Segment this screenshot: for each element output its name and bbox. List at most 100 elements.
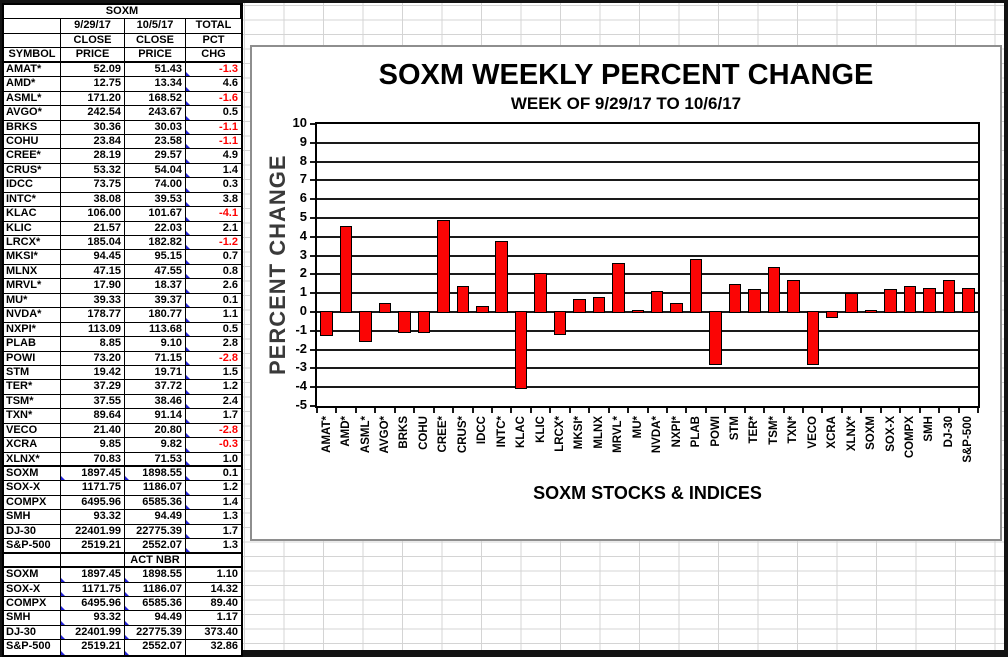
stock-row-cell[interactable]: 37.29 — [61, 380, 125, 395]
table-header-cell[interactable]: CLOSE — [125, 33, 186, 49]
stock-row-cell[interactable]: 106.00 — [61, 207, 125, 222]
stock-row-cell[interactable]: 19.42 — [61, 365, 125, 381]
stock-row-cell[interactable]: 70.83 — [61, 452, 125, 467]
stock-row-cell[interactable]: 0.8 — [186, 265, 241, 280]
stock-row-cell[interactable]: 0.7 — [186, 250, 241, 265]
index-row-cell[interactable]: 1898.55 — [125, 467, 186, 482]
act-row-cell[interactable]: DJ-30 — [4, 625, 61, 641]
stock-row-cell[interactable]: ASML* — [4, 91, 61, 107]
table-header-cell[interactable]: 10/5/17 — [125, 19, 186, 34]
index-row-cell[interactable]: 94.49 — [125, 510, 186, 525]
act-row-cell[interactable]: 1897.45 — [61, 568, 125, 583]
index-row-cell[interactable]: 1186.07 — [125, 481, 186, 496]
stock-row-cell[interactable]: AMD* — [4, 77, 61, 92]
index-row-cell[interactable]: 6495.96 — [61, 495, 125, 511]
act-row-cell[interactable]: 1.10 — [186, 568, 241, 583]
stock-row-cell[interactable]: 37.72 — [125, 380, 186, 395]
index-row-cell[interactable]: 1.2 — [186, 481, 241, 496]
stock-row-cell[interactable]: 178.77 — [61, 308, 125, 323]
stock-row-cell[interactable]: IDCC — [4, 178, 61, 193]
index-row-cell[interactable]: DJ-30 — [4, 524, 61, 540]
stock-row-cell[interactable]: 9.82 — [125, 438, 186, 453]
stock-row-cell[interactable]: 8.85 — [61, 337, 125, 352]
stock-row-cell[interactable]: 18.37 — [125, 279, 186, 294]
act-row-cell[interactable]: 1171.75 — [61, 582, 125, 597]
stock-row-cell[interactable]: 180.77 — [125, 308, 186, 323]
stock-row-cell[interactable]: 1.4 — [186, 164, 241, 179]
stock-row-cell[interactable]: POWI — [4, 351, 61, 366]
act-row-cell[interactable]: 1186.07 — [125, 582, 186, 597]
table-header-cell[interactable]: PRICE — [61, 48, 125, 63]
act-nbr-label-cell[interactable] — [61, 553, 125, 569]
stock-row-cell[interactable]: 13.34 — [125, 77, 186, 92]
index-row-cell[interactable]: SMH — [4, 510, 61, 525]
stock-row-cell[interactable]: XLNX* — [4, 452, 61, 467]
stock-row-cell[interactable]: 171.20 — [61, 91, 125, 107]
stock-row-cell[interactable]: INTC* — [4, 192, 61, 208]
stock-row-cell[interactable]: AMAT* — [4, 62, 61, 78]
act-row-cell[interactable]: 2519.21 — [61, 640, 125, 655]
stock-row-cell[interactable]: 242.54 — [61, 106, 125, 121]
stock-row-cell[interactable]: 0.1 — [186, 294, 241, 309]
act-row-cell[interactable]: 22775.39 — [125, 625, 186, 641]
stock-row-cell[interactable]: 73.20 — [61, 351, 125, 366]
stock-row-cell[interactable]: MLNX — [4, 264, 61, 280]
stock-row-cell[interactable]: XCRA — [4, 438, 61, 453]
stock-row-cell[interactable]: 29.57 — [125, 149, 186, 164]
stock-row-cell[interactable]: 2.8 — [186, 337, 241, 352]
stock-row-cell[interactable]: -4.1 — [186, 207, 241, 222]
act-row-cell[interactable]: 373.40 — [186, 626, 241, 641]
index-row-cell[interactable]: 2552.07 — [125, 539, 186, 554]
index-row-cell[interactable]: S&P-500 — [4, 539, 61, 554]
stock-row-cell[interactable]: 243.67 — [125, 106, 186, 121]
index-row-cell[interactable]: 93.32 — [61, 510, 125, 525]
stock-row-cell[interactable]: CRUS* — [4, 163, 61, 179]
act-row-cell[interactable]: 6495.96 — [61, 596, 125, 612]
stock-row-cell[interactable]: 0.3 — [186, 178, 241, 193]
stock-row-cell[interactable]: 20.80 — [125, 423, 186, 439]
stock-row-cell[interactable]: 4.6 — [186, 77, 241, 92]
stock-row-cell[interactable]: 1.5 — [186, 366, 241, 381]
table-header-cell[interactable]: TOTAL — [186, 19, 241, 34]
stock-row-cell[interactable]: CREE* — [4, 149, 61, 164]
stock-row-cell[interactable]: BRKS — [4, 120, 61, 135]
stock-row-cell[interactable]: 9.85 — [61, 438, 125, 453]
stock-row-cell[interactable]: 1.2 — [186, 380, 241, 395]
table-header-cell[interactable]: SYMBOL — [4, 48, 61, 63]
stock-row-cell[interactable]: 1.1 — [186, 308, 241, 323]
table-header-cell[interactable]: CHG — [186, 48, 241, 63]
index-row-cell[interactable]: 1171.75 — [61, 481, 125, 496]
index-row-cell[interactable]: SOXM — [4, 467, 61, 482]
stock-row-cell[interactable]: COHU — [4, 134, 61, 150]
stock-row-cell[interactable]: MKSI* — [4, 250, 61, 265]
stock-row-cell[interactable]: STM — [4, 365, 61, 381]
stock-row-cell[interactable]: 22.03 — [125, 221, 186, 236]
act-row-cell[interactable]: 1.17 — [186, 611, 241, 626]
table-header-cell[interactable]: PCT — [186, 34, 241, 49]
stock-row-cell[interactable]: 9.10 — [125, 337, 186, 352]
stock-row-cell[interactable]: 2.6 — [186, 279, 241, 294]
stock-row-cell[interactable]: -2.8 — [186, 352, 241, 366]
table-header-cell[interactable]: PRICE — [125, 48, 186, 63]
stock-row-cell[interactable]: 89.64 — [61, 409, 125, 424]
stock-row-cell[interactable]: NXPI* — [4, 322, 61, 338]
stock-row-cell[interactable]: 39.53 — [125, 192, 186, 208]
stock-row-cell[interactable]: 39.33 — [61, 293, 125, 309]
index-row-cell[interactable]: 2519.21 — [61, 539, 125, 554]
stock-row-cell[interactable]: TER* — [4, 380, 61, 395]
table-header-cell[interactable]: 9/29/17 — [61, 19, 125, 34]
stock-row-cell[interactable]: 113.09 — [61, 322, 125, 338]
stock-row-cell[interactable]: MRVL* — [4, 279, 61, 294]
act-row-cell[interactable]: 32.86 — [186, 640, 241, 654]
stock-row-cell[interactable]: 38.08 — [61, 192, 125, 208]
stock-row-cell[interactable]: 1.0 — [186, 453, 241, 467]
index-row-cell[interactable]: 22775.39 — [125, 524, 186, 540]
stock-row-cell[interactable]: 73.75 — [61, 178, 125, 193]
stock-row-cell[interactable]: TSM* — [4, 394, 61, 410]
stock-row-cell[interactable]: 0.5 — [186, 323, 241, 338]
stock-row-cell[interactable]: 12.75 — [61, 77, 125, 92]
stock-row-cell[interactable]: MU* — [4, 293, 61, 309]
stock-row-cell[interactable]: 39.37 — [125, 293, 186, 309]
stock-row-cell[interactable]: AVGO* — [4, 106, 61, 121]
stock-row-cell[interactable]: 101.67 — [125, 207, 186, 222]
